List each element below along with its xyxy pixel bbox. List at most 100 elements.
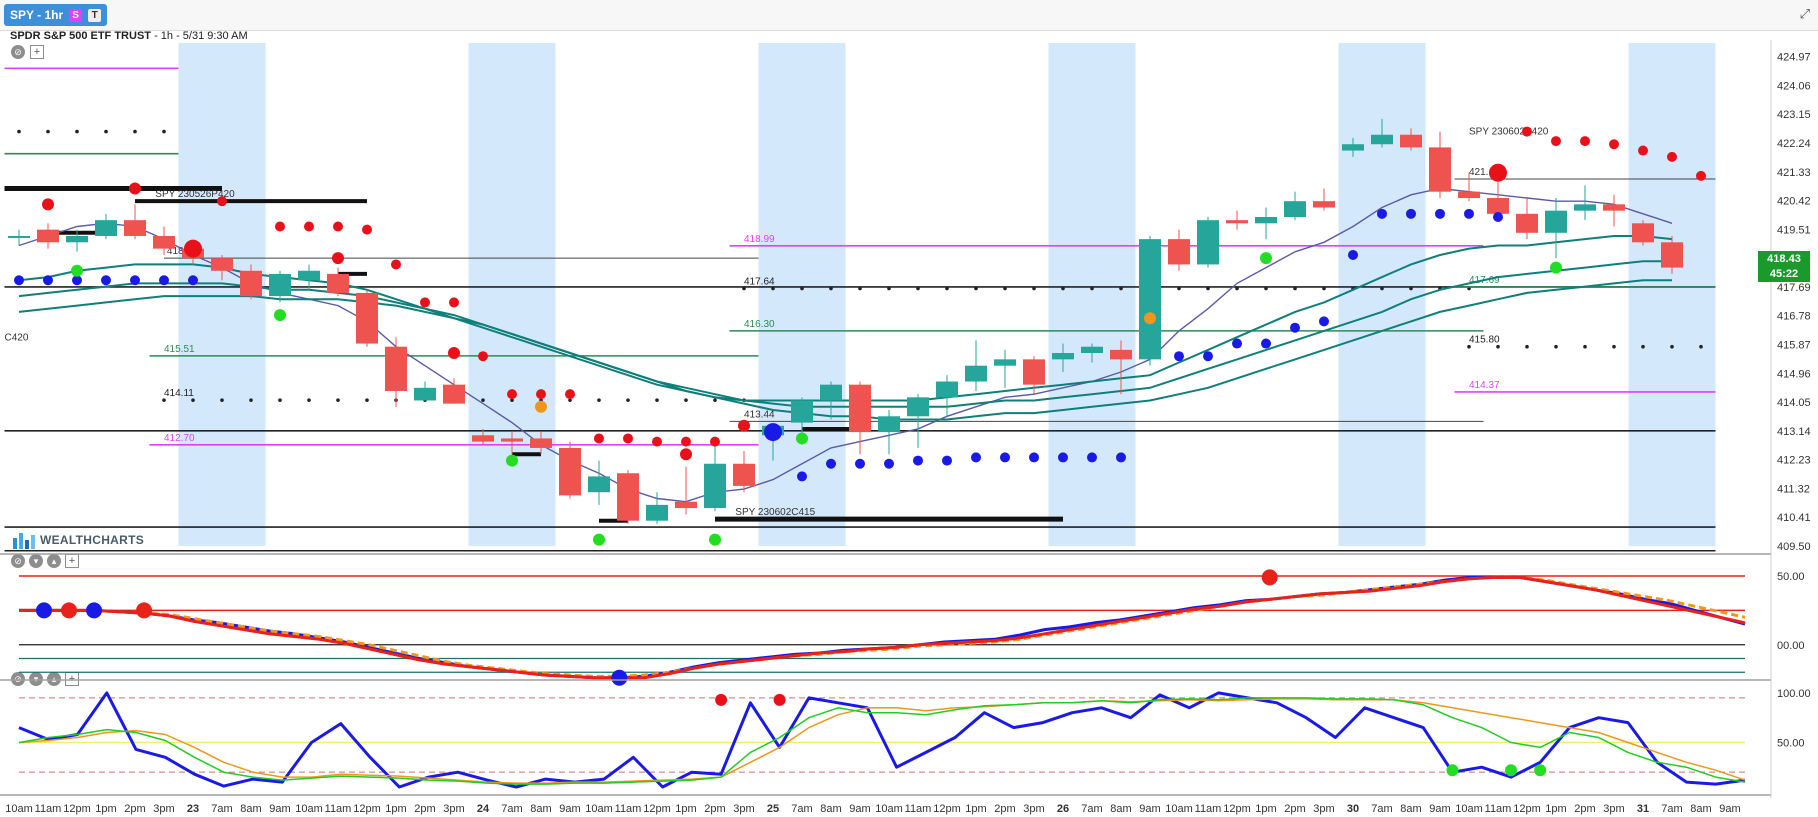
candle <box>675 501 697 509</box>
session-band <box>1048 43 1136 546</box>
candle <box>211 258 233 271</box>
level-dot <box>597 398 601 402</box>
indicator1-expand-icon[interactable]: ▴ <box>47 554 61 568</box>
ema-line <box>18 260 1672 408</box>
candle <box>240 270 262 297</box>
oscillator1-tick-label: 50.00 <box>1777 571 1805 583</box>
level-label: 421.1 <box>1469 167 1494 178</box>
price-tick-label: 411.32 <box>1777 483 1810 495</box>
time-tick-label: 8am <box>240 803 261 815</box>
time-tick-label: 10am <box>295 803 323 815</box>
time-tick-label: 9am <box>269 803 290 815</box>
signal-marker <box>536 389 546 400</box>
indicator2-collapse-icon[interactable]: ▾ <box>29 672 43 686</box>
time-tick-label: 12pm <box>643 803 671 815</box>
time-tick-label: 12pm <box>1513 803 1541 815</box>
indicator2-expand-icon[interactable]: ▴ <box>47 672 61 686</box>
time-tick-label: 1pm <box>965 803 986 815</box>
candle <box>559 447 581 496</box>
time-tick-label: 9am <box>849 803 870 815</box>
level-label: SPY 230602C415 <box>735 507 815 518</box>
signal-marker <box>1580 136 1590 147</box>
level-dot <box>713 398 717 402</box>
oscillator2-series-line <box>18 697 1746 785</box>
s-badge[interactable]: S <box>69 8 83 22</box>
candle <box>733 463 755 486</box>
level-dot <box>162 129 166 134</box>
time-tick-label: 2pm <box>994 803 1015 815</box>
candle <box>1023 359 1045 385</box>
level-label: 417.64 <box>744 276 775 287</box>
time-tick-label: 8am <box>1110 803 1131 815</box>
pane-settings-icon[interactable]: ⊘ <box>11 45 25 59</box>
price-tick-label: 424.97 <box>1777 52 1811 64</box>
time-tick-label: 12pm <box>353 803 381 815</box>
time-tick-label: 11am <box>905 803 932 815</box>
symbol-tab[interactable]: SPY - 1hr S T <box>4 4 108 26</box>
time-tick-label: 7am <box>1371 803 1392 815</box>
oscillator2-marker <box>1534 764 1547 777</box>
oscillator2-marker <box>1446 764 1459 777</box>
indicator1-collapse-icon[interactable]: ▾ <box>29 554 43 568</box>
indicator2-settings-icon[interactable]: ⊘ <box>11 672 25 686</box>
level-dot <box>307 398 311 402</box>
time-tick-label: 2pm <box>1574 803 1595 815</box>
price-tick-label: 412.23 <box>1777 455 1811 467</box>
candle <box>849 384 871 433</box>
level-dot <box>1380 286 1384 291</box>
signal-marker <box>1406 208 1416 219</box>
time-tick-label: 23 <box>187 803 199 815</box>
level-dot <box>887 286 891 291</box>
signal-marker <box>275 221 285 232</box>
time-tick-label: 7am <box>1661 803 1682 815</box>
signal-marker <box>797 471 807 482</box>
signal-marker <box>826 458 836 469</box>
ema-line <box>18 279 1672 421</box>
signal-marker <box>1058 452 1068 463</box>
level-dot <box>945 286 949 291</box>
candle <box>1052 353 1074 360</box>
ema-line <box>18 187 1673 503</box>
time-tick-label: 10am <box>1165 803 1193 815</box>
indicator1-settings-icon[interactable]: ⊘ <box>11 554 25 568</box>
level-dot <box>1264 286 1268 291</box>
level-dot <box>75 129 79 134</box>
time-tick-label: 12pm <box>63 803 91 815</box>
candle <box>530 438 552 448</box>
indicator2-add-icon[interactable]: + <box>65 672 79 686</box>
ema-line <box>18 235 1673 402</box>
level-dot <box>1032 286 1036 291</box>
signal-marker <box>362 224 372 235</box>
expand-icon[interactable]: ⤢ <box>1799 6 1810 21</box>
signal-marker <box>1464 208 1474 219</box>
t-badge[interactable]: T <box>88 8 102 22</box>
time-tick-label: 12pm <box>1223 803 1251 815</box>
signal-marker <box>448 347 460 360</box>
signal-marker <box>623 433 633 444</box>
candle <box>124 220 146 236</box>
candles <box>8 118 1683 524</box>
level-dot <box>1003 286 1007 291</box>
oscillator1-marker <box>36 602 53 619</box>
level-dot <box>1119 286 1123 291</box>
signal-marker <box>535 400 547 413</box>
time-tick-label: 11am <box>325 803 352 815</box>
time-tick-label: 1pm <box>95 803 116 815</box>
chart-canvas[interactable]: SPY 230526P420 418.5 415.51 414.11 412.70 SPY… <box>0 40 1818 817</box>
signal-marker <box>593 533 605 546</box>
chart-text-label: SPY 230602P420 <box>1469 127 1549 138</box>
signal-marker <box>913 455 923 466</box>
wealthcharts-logo-text: WEALTHCHARTS <box>40 533 145 547</box>
level-label: 412.70 <box>164 433 195 444</box>
pane-add-icon[interactable]: + <box>30 45 44 59</box>
price-tick-label: 410.41 <box>1777 512 1811 524</box>
signal-marker <box>942 455 952 466</box>
level-dot <box>481 398 485 402</box>
time-tick-label: 2pm <box>1284 803 1305 815</box>
level-dot <box>133 129 137 134</box>
level-dot <box>829 286 833 291</box>
time-tick-label: 25 <box>767 803 779 815</box>
level-dot <box>858 286 862 291</box>
signal-marker <box>1232 338 1242 349</box>
time-tick-label: 11am <box>1485 803 1512 815</box>
